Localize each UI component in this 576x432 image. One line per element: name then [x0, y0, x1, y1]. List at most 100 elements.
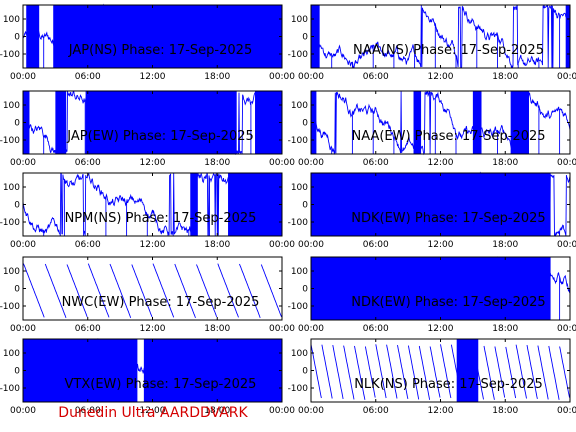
y-tick-label: -100: [288, 218, 309, 228]
dense-trace-segment: [311, 257, 551, 320]
x-tick-label: 18:00: [492, 158, 518, 168]
panel-title: NAA(NS) Phase: 17-Sep-2025: [353, 43, 544, 58]
credit-label: Dunedin Ultra AARDDVARK: [58, 405, 248, 421]
x-tick-label: 00:00: [269, 324, 295, 334]
x-tick-label: 00:00: [557, 72, 576, 82]
chart-panel-1: 100 0 -100 00:00 06:00 12:00 18:00 00:00 JAP(NS)…: [0, 3, 295, 82]
y-tick-label: 100: [291, 267, 308, 277]
x-tick-label: 06:00: [363, 324, 389, 334]
y-tick-label: 100: [291, 101, 308, 111]
x-tick-label: 00:00: [298, 72, 324, 82]
x-tick-label: 00:00: [557, 406, 576, 416]
x-tick-label: 18:00: [492, 72, 518, 82]
chart-panel-9: 100 0 -100 00:00 06:00 12:00 18:00 00:00 VTX(EW)…: [0, 338, 295, 416]
x-tick-label: 12:00: [428, 72, 454, 82]
y-tick-label: 0: [302, 201, 308, 211]
y-tick-label: -100: [0, 50, 20, 60]
x-tick-label: 18:00: [492, 406, 518, 416]
x-tick-label: 00:00: [269, 158, 295, 168]
dense-trace-segment: [413, 91, 422, 154]
x-tick-label: 00:00: [557, 158, 576, 168]
dense-trace-segment: [55, 91, 67, 154]
x-tick-label: 18:00: [204, 324, 230, 334]
x-tick-label: 12:00: [140, 324, 166, 334]
x-tick-label: 18:00: [492, 324, 518, 334]
x-tick-label: 12:00: [140, 240, 166, 250]
dense-trace-segment: [311, 5, 320, 68]
dense-trace-segment: [143, 339, 282, 402]
dense-trace-segment: [23, 339, 138, 402]
y-tick-label: 0: [302, 33, 308, 43]
x-tick-label: 06:00: [75, 240, 101, 250]
x-tick-label: 18:00: [204, 240, 230, 250]
y-tick-label: 0: [14, 33, 20, 43]
chart-panel-10: 100 0 -100 00:00 06:00 12:00 18:00 00:00 NLK(NS)…: [288, 338, 576, 416]
y-tick-label: 0: [14, 367, 20, 377]
x-tick-label: 12:00: [140, 72, 166, 82]
chart-panel-2: 100 0 -100 00:00 06:00 12:00 18:00 00:00 NAA(NS)…: [288, 4, 576, 82]
y-tick-label: 100: [3, 349, 20, 359]
chart-panel-8: 100 0 -100 00:00 06:00 12:00 18:00 00:00 NDK(EW)…: [288, 256, 576, 334]
chart-panel-6: 100 0 -100 00:00 06:00 12:00 18:00 00:00 NDK(EW)…: [288, 171, 576, 250]
x-tick-label: 12:00: [428, 406, 454, 416]
plot-area: [311, 339, 570, 402]
y-tick-label: -100: [288, 384, 309, 394]
phase-series-line: [310, 344, 570, 400]
y-tick-label: 100: [3, 183, 20, 193]
y-tick-label: 0: [14, 285, 20, 295]
x-tick-label: 00:00: [10, 240, 36, 250]
dense-trace-segment: [26, 5, 40, 68]
x-tick-label: 18:00: [204, 72, 230, 82]
x-tick-label: 00:00: [10, 158, 36, 168]
x-tick-label: 00:00: [10, 72, 36, 82]
y-tick-label: -100: [288, 302, 309, 312]
x-tick-label: 18:00: [204, 158, 230, 168]
y-tick-label: -100: [0, 218, 20, 228]
x-tick-label: 12:00: [428, 240, 454, 250]
x-tick-label: 12:00: [428, 158, 454, 168]
panel-title: NPM(NS) Phase: 17-Sep-2025: [65, 211, 257, 226]
chart-panel-3: 100 0 -100 00:00 06:00 12:00 18:00 00:00 JAP(EW)…: [0, 90, 295, 168]
y-tick-label: 100: [291, 349, 308, 359]
x-tick-label: 12:00: [140, 406, 166, 416]
y-tick-label: 100: [3, 101, 20, 111]
dense-trace-segment: [85, 91, 237, 154]
y-tick-label: -100: [0, 136, 20, 146]
x-tick-label: 12:00: [428, 324, 454, 334]
x-tick-label: 00:00: [269, 72, 295, 82]
y-tick-label: 100: [3, 267, 20, 277]
chart-panel-4: 100 0 -100 00:00 06:00 12:00 18:00 00:00 NAA(EW)…: [288, 90, 576, 168]
y-tick-label: -100: [288, 50, 309, 60]
x-tick-label: 00:00: [10, 324, 36, 334]
x-tick-label: 18:00: [492, 240, 518, 250]
x-tick-label: 06:00: [363, 72, 389, 82]
chart-panel-7: 100 0 -100 00:00 06:00 12:00 18:00 00:00 NWC(EW)…: [0, 256, 295, 334]
chart-panel-5: 100 0 -100 00:00 06:00 12:00 18:00 00:00 NPM(NS)…: [0, 172, 295, 250]
x-tick-label: 00:00: [557, 240, 576, 250]
y-tick-label: 0: [14, 201, 20, 211]
panel-title: NDK(EW) Phase: 17-Sep-2025: [351, 295, 545, 310]
x-tick-label: 12:00: [140, 158, 166, 168]
panel-title: JAP(EW) Phase: 17-Sep-2025: [66, 129, 254, 144]
y-tick-label: 100: [3, 15, 20, 25]
x-tick-label: 00:00: [269, 406, 295, 416]
x-tick-label: 06:00: [75, 406, 101, 416]
y-tick-label: 0: [14, 119, 20, 129]
panel-title: VTX(EW) Phase: 17-Sep-2025: [65, 377, 257, 392]
x-tick-label: 00:00: [557, 324, 576, 334]
x-tick-label: 06:00: [363, 158, 389, 168]
panel-title: NWC(EW) Phase: 17-Sep-2025: [62, 295, 260, 310]
panel-title: JAP(NS) Phase: 17-Sep-2025: [68, 43, 252, 58]
plot-area: [23, 257, 282, 320]
x-tick-label: 00:00: [298, 324, 324, 334]
panel-title: NLK(NS) Phase: 17-Sep-2025: [354, 377, 543, 392]
x-tick-label: 06:00: [75, 158, 101, 168]
y-tick-label: 0: [302, 285, 308, 295]
y-tick-label: 100: [291, 15, 308, 25]
dense-trace-segment: [23, 91, 30, 154]
panel-title: NAA(EW) Phase: 17-Sep-2025: [351, 129, 545, 144]
y-tick-label: -100: [0, 384, 20, 394]
x-tick-label: 06:00: [75, 324, 101, 334]
x-tick-label: 18:00: [204, 406, 230, 416]
